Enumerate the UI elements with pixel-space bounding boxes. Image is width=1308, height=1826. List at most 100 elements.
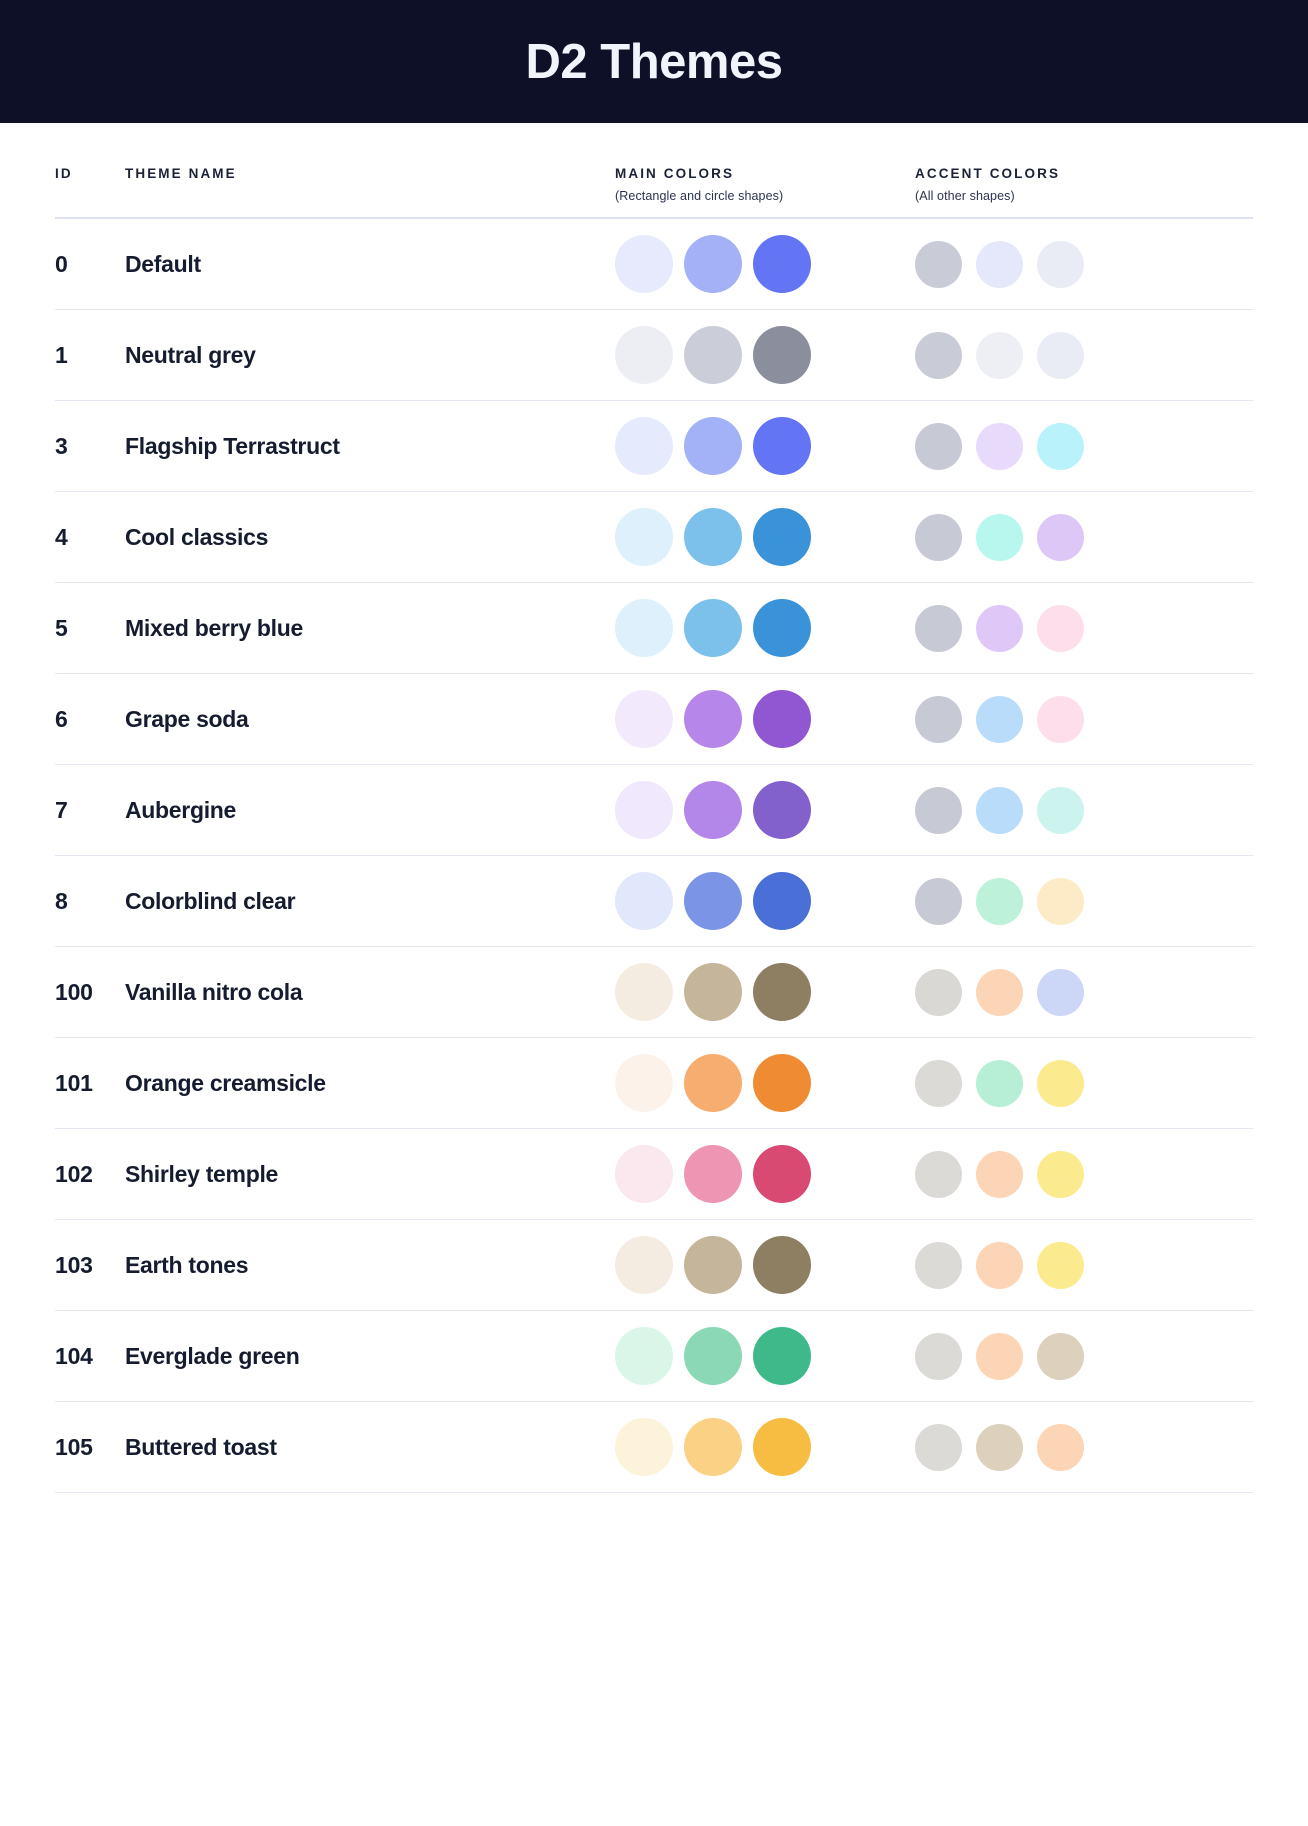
accent-color-swatch — [915, 1150, 962, 1198]
table-row: 1 Neutral grey — [55, 310, 1253, 401]
accent-color-swatch — [1037, 604, 1084, 652]
main-color-swatch — [684, 963, 742, 1021]
table-row: 100 Vanilla nitro cola — [55, 947, 1253, 1038]
accent-color-swatch — [915, 240, 962, 288]
accent-color-swatch — [976, 877, 1023, 925]
accent-color-swatch — [915, 422, 962, 470]
accent-color-swatch — [976, 1150, 1023, 1198]
main-color-swatch — [684, 326, 742, 384]
main-color-swatch — [753, 1145, 811, 1203]
main-color-swatch — [684, 872, 742, 930]
table-row: 101 Orange creamsicle — [55, 1038, 1253, 1129]
theme-id: 5 — [55, 614, 68, 641]
accent-color-swatch — [915, 877, 962, 925]
accent-colors-swatches — [915, 1241, 1253, 1289]
theme-name: Earth tones — [125, 1251, 249, 1278]
theme-id: 105 — [55, 1433, 93, 1460]
main-color-swatch — [615, 235, 673, 293]
main-colors-swatches — [615, 963, 915, 1021]
main-colors-swatches — [615, 872, 915, 930]
theme-id: 101 — [55, 1069, 93, 1096]
accent-color-swatch — [1037, 240, 1084, 288]
accent-colors-swatches — [915, 604, 1253, 652]
accent-colors-swatches — [915, 1059, 1253, 1107]
main-color-swatch — [684, 1327, 742, 1385]
main-color-swatch — [753, 690, 811, 748]
main-colors-swatches — [615, 417, 915, 475]
table-row: 103 Earth tones — [55, 1220, 1253, 1311]
main-color-swatch — [753, 781, 811, 839]
main-color-swatch — [684, 1418, 742, 1476]
accent-colors-swatches — [915, 331, 1253, 379]
table-header-row: ID THEME NAME MAIN COLORS (Rectangle and… — [55, 123, 1253, 219]
theme-id: 100 — [55, 978, 93, 1005]
header-label-id: ID — [55, 166, 73, 181]
accent-colors-swatches — [915, 877, 1253, 925]
accent-colors-swatches — [915, 422, 1253, 470]
theme-name: Flagship Terrastruct — [125, 432, 340, 459]
table-row: 7 Aubergine — [55, 765, 1253, 856]
main-color-swatch — [684, 1054, 742, 1112]
header-sub-accent-colors: (All other shapes) — [915, 188, 1015, 203]
accent-colors-swatches — [915, 1150, 1253, 1198]
main-colors-swatches — [615, 1054, 915, 1112]
accent-color-swatch — [1037, 1150, 1084, 1198]
table-row: 4 Cool classics — [55, 492, 1253, 583]
page-banner: D2 Themes — [0, 0, 1308, 123]
main-colors-swatches — [615, 1327, 915, 1385]
accent-color-swatch — [1037, 695, 1084, 743]
accent-color-swatch — [915, 968, 962, 1016]
theme-name: Cool classics — [125, 523, 269, 550]
main-color-swatch — [615, 872, 673, 930]
header-sub-main-colors: (Rectangle and circle shapes) — [615, 188, 784, 203]
main-colors-swatches — [615, 1236, 915, 1294]
main-color-swatch — [684, 1236, 742, 1294]
header-cell-accent-colors: ACCENT COLORS (All other shapes) — [915, 166, 1253, 203]
main-color-swatch — [615, 690, 673, 748]
main-color-swatch — [753, 963, 811, 1021]
main-color-swatch — [615, 508, 673, 566]
theme-name: Aubergine — [125, 796, 237, 823]
accent-color-swatch — [915, 331, 962, 379]
header-label-theme-name: THEME NAME — [125, 166, 237, 181]
main-color-swatch — [615, 963, 673, 1021]
theme-id: 104 — [55, 1342, 93, 1369]
main-color-swatch — [684, 781, 742, 839]
main-color-swatch — [753, 1236, 811, 1294]
accent-color-swatch — [976, 604, 1023, 652]
main-color-swatch — [615, 1327, 673, 1385]
main-colors-swatches — [615, 235, 915, 293]
accent-colors-swatches — [915, 240, 1253, 288]
theme-name: Mixed berry blue — [125, 614, 303, 641]
table-row: 0 Default — [55, 219, 1253, 310]
main-color-swatch — [684, 235, 742, 293]
accent-color-swatch — [976, 786, 1023, 834]
theme-name: Everglade green — [125, 1342, 300, 1369]
theme-id: 8 — [55, 887, 68, 914]
accent-colors-swatches — [915, 968, 1253, 1016]
theme-id: 7 — [55, 796, 68, 823]
accent-color-swatch — [976, 422, 1023, 470]
theme-name: Orange creamsicle — [125, 1069, 326, 1096]
theme-id: 1 — [55, 341, 68, 368]
main-color-swatch — [753, 417, 811, 475]
main-color-swatch — [684, 508, 742, 566]
header-cell-id: ID — [55, 166, 125, 182]
table-row: 102 Shirley temple — [55, 1129, 1253, 1220]
theme-name: Colorblind clear — [125, 887, 296, 914]
theme-id: 6 — [55, 705, 68, 732]
main-color-swatch — [615, 599, 673, 657]
main-color-swatch — [615, 1236, 673, 1294]
accent-color-swatch — [976, 1241, 1023, 1289]
main-color-swatch — [615, 326, 673, 384]
theme-name: Default — [125, 250, 201, 277]
table-row: 105 Buttered toast — [55, 1402, 1253, 1493]
accent-color-swatch — [976, 1332, 1023, 1380]
theme-id: 3 — [55, 432, 68, 459]
main-colors-swatches — [615, 599, 915, 657]
theme-name: Shirley temple — [125, 1160, 279, 1187]
header-label-accent-colors: ACCENT COLORS — [915, 166, 1061, 181]
accent-color-swatch — [915, 513, 962, 561]
main-colors-swatches — [615, 1418, 915, 1476]
